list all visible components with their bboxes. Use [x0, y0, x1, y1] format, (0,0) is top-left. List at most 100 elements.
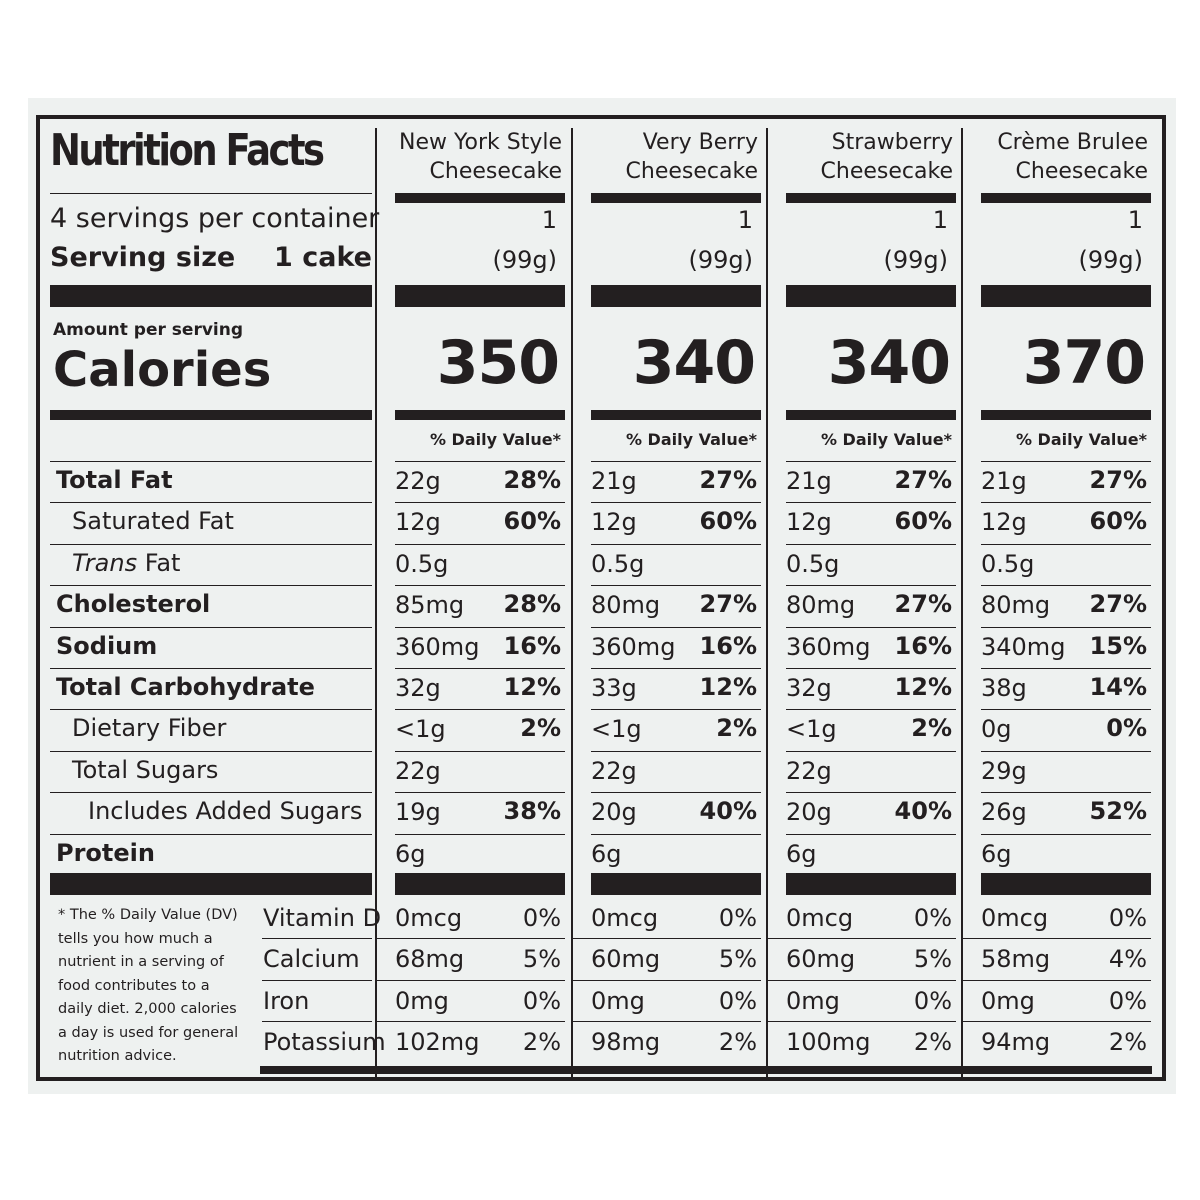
nutrient-amount: 80mg — [591, 591, 661, 620]
nutrient-amount: 21g — [786, 467, 832, 495]
footnote-line: nutrient in a serving of — [58, 954, 224, 970]
calories-value: 350 — [436, 328, 560, 398]
medium-bar — [591, 410, 761, 420]
nutrient-amount: 80mg — [981, 591, 1051, 620]
thick-bar — [395, 285, 565, 307]
nutrient-dv: 12% — [503, 673, 561, 701]
servings-per-container: 4 servings per container — [50, 203, 380, 234]
nutrient-amount: 80mg — [786, 591, 856, 620]
nutrient-dv: 12% — [894, 673, 952, 701]
vitamin-dv: 0% — [718, 904, 757, 932]
nutrient-dv: 2% — [716, 714, 757, 743]
nutrient-amount: <1g — [591, 715, 642, 744]
dv-header: % Daily Value* — [820, 430, 952, 449]
row-rule — [571, 938, 761, 940]
row-rule — [981, 750, 1151, 752]
vitamin-amount: 0mcg — [786, 904, 854, 932]
nutrient-label: Includes Added Sugars — [88, 797, 363, 826]
row-rule — [50, 626, 372, 628]
vitamin-amount: 60mg — [786, 945, 856, 974]
nutrient-dv: 60% — [503, 507, 561, 536]
vitamin-label: Iron — [263, 986, 310, 1015]
serving-grams: (99g) — [883, 246, 949, 274]
vitamin-amount: 0mg — [786, 986, 840, 1015]
serving-grams: (99g) — [1078, 246, 1144, 274]
footnote-line: food contributes to a — [58, 977, 210, 994]
serving-size-value: 1 cake — [274, 242, 372, 273]
row-rule — [591, 461, 761, 462]
calories-label: Calories — [53, 342, 272, 398]
dv-header: % Daily Value* — [625, 430, 757, 449]
serving-qty: 1 — [737, 206, 753, 234]
row-rule — [395, 792, 565, 794]
vitamin-dv: 0% — [1108, 986, 1147, 1015]
nutrient-amount: 20g — [786, 798, 832, 827]
footnote-line: tells you how much a — [58, 930, 213, 947]
row-rule — [786, 461, 956, 462]
vitamin-amount: 68mg — [395, 945, 465, 974]
row-rule — [981, 709, 1151, 711]
row-rule — [981, 668, 1151, 669]
nutrient-amount: 0.5g — [981, 549, 1035, 578]
nutrient-dv: 27% — [894, 466, 952, 494]
nutrient-amount: 32g — [395, 674, 441, 702]
product-name-line2: Cheesecake — [820, 159, 953, 184]
row-rule — [981, 461, 1151, 462]
row-rule — [262, 979, 372, 981]
vitamin-dv: 5% — [913, 945, 952, 974]
nutrient-dv: 27% — [894, 590, 952, 619]
nutrient-label: Total Fat — [56, 466, 173, 494]
nutrient-label: Cholesterol — [56, 590, 211, 619]
nutrient-dv: 40% — [894, 797, 952, 826]
row-rule — [591, 750, 761, 752]
footnote: * The % Daily Value (DV) tells you how mu… — [58, 904, 238, 1069]
serving-qty: 1 — [1127, 206, 1143, 234]
vitamin-dv: 0% — [913, 986, 952, 1015]
name-bar — [786, 193, 956, 203]
footnote-line: daily diet. 2,000 calories — [58, 1001, 237, 1017]
row-rule — [591, 668, 761, 669]
nutrient-amount: 22g — [395, 467, 441, 495]
product-name-line1: Very Berry — [642, 130, 758, 155]
nutrient-amount: 360mg — [786, 632, 871, 661]
product-name-line2: Cheesecake — [625, 159, 758, 184]
row-rule — [786, 750, 956, 752]
medium-bar — [786, 410, 956, 420]
nutrient-amount: <1g — [786, 715, 837, 744]
column-divider — [961, 128, 963, 1078]
nutrient-amount: 12g — [395, 508, 441, 537]
thick-bar — [786, 873, 956, 895]
row-rule — [395, 543, 565, 545]
nutrient-amount: 0g — [981, 715, 1012, 744]
nutrient-dv: 60% — [699, 507, 757, 536]
row-rule — [786, 792, 956, 794]
nutrient-dv: 27% — [1089, 590, 1147, 619]
nutrient-amount: 22g — [395, 756, 441, 785]
serving-grams: (99g) — [688, 246, 754, 274]
nutrient-amount: 12g — [786, 508, 832, 537]
nutrient-dv: 16% — [894, 631, 952, 660]
thick-bar-protein — [50, 873, 372, 895]
thick-bar — [786, 285, 956, 307]
vitamin-dv: 0% — [522, 986, 561, 1015]
nutrient-label: Protein — [56, 838, 155, 867]
nutrient-dv: 12% — [699, 673, 757, 701]
nutrient-dv: 15% — [1089, 631, 1147, 660]
vitamin-amount: 100mg — [786, 1028, 871, 1057]
product-name-line2: Cheesecake — [1015, 159, 1148, 184]
vitamin-label: Calcium — [263, 945, 360, 974]
nutrient-amount: 22g — [591, 756, 637, 785]
nutrient-dv: 16% — [699, 631, 757, 660]
nutrient-amount: <1g — [395, 715, 446, 744]
row-rule — [981, 502, 1151, 504]
vitamin-amount: 0mcg — [395, 904, 463, 932]
nutrient-label: Dietary Fiber — [72, 714, 227, 743]
row-rule — [591, 709, 761, 711]
title-rule — [50, 193, 372, 194]
footnote-line: nutrition advice. — [58, 1048, 177, 1064]
thick-bar — [981, 873, 1151, 895]
nutrient-dv: 0% — [1106, 714, 1147, 743]
nutrient-amount: 12g — [981, 508, 1027, 537]
vitamin-amount: 0mg — [981, 986, 1035, 1015]
row-rule — [786, 502, 956, 504]
